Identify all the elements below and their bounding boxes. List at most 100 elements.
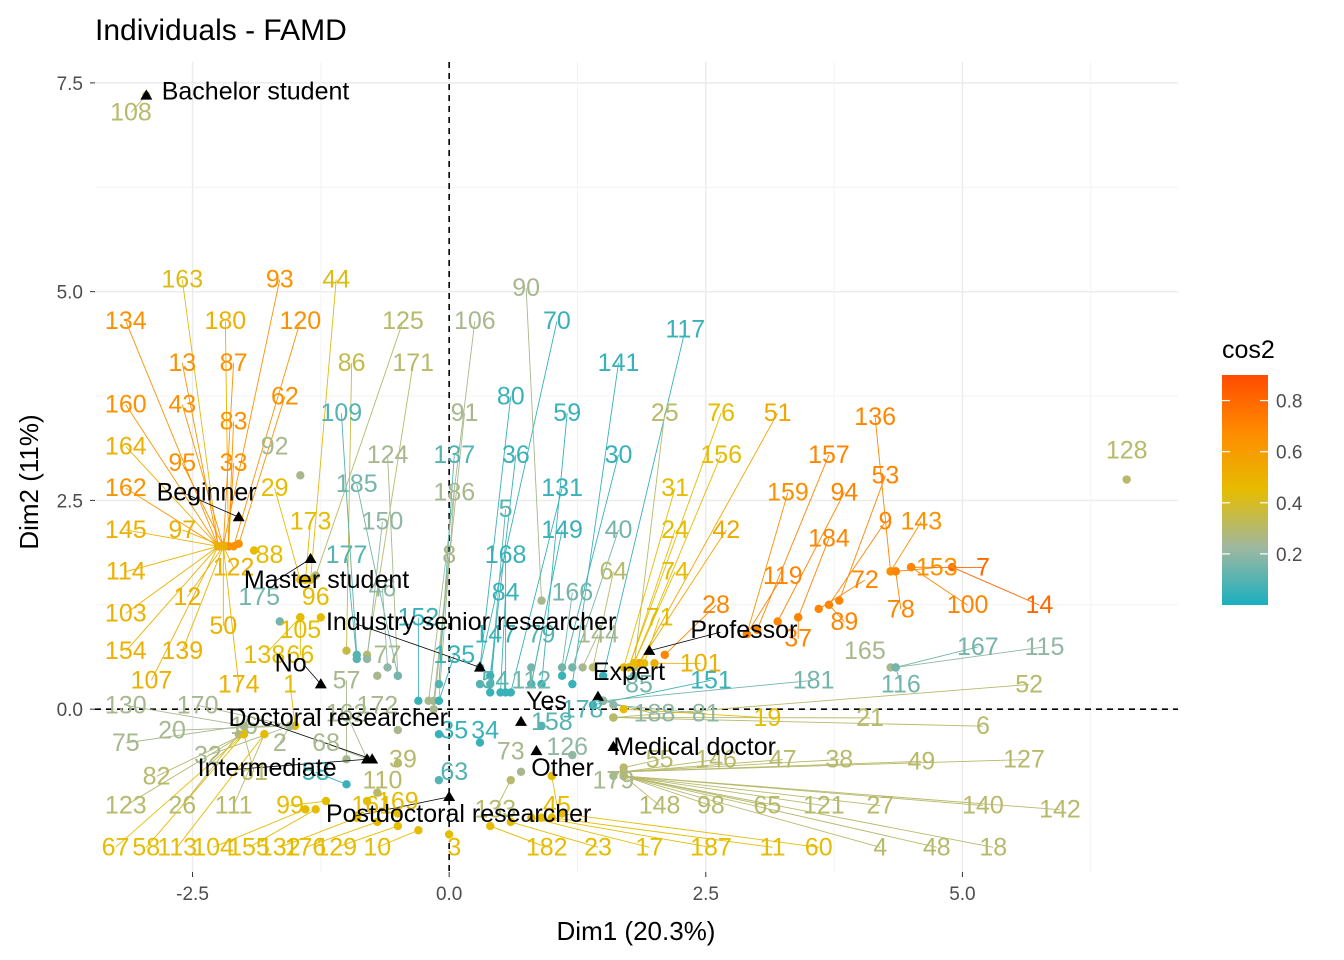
point-label-159: 159 — [767, 478, 809, 506]
segment-134 — [125, 321, 219, 547]
category-segment — [258, 719, 373, 760]
point-label-169: 169 — [377, 787, 419, 815]
segment-61 — [243, 734, 255, 773]
point-54 — [475, 679, 485, 689]
point-label-55: 55 — [646, 746, 674, 774]
point-label-70: 70 — [543, 307, 571, 335]
point-100 — [906, 563, 916, 572]
segment-142 — [623, 775, 1060, 811]
point-36 — [486, 671, 495, 680]
point-label-53: 53 — [872, 462, 900, 490]
segment-121 — [623, 775, 824, 806]
category-label: Professor — [690, 616, 797, 644]
segment-58 — [315, 771, 347, 785]
point-label-139: 139 — [161, 637, 203, 665]
point-label-107: 107 — [131, 666, 173, 694]
segment-137 — [438, 454, 455, 685]
point-label-180: 180 — [205, 307, 247, 335]
point-37 — [793, 613, 803, 622]
segment-42 — [638, 529, 727, 664]
point-89 — [824, 600, 834, 609]
point-label-59: 59 — [553, 399, 581, 427]
category-label: No — [275, 650, 307, 678]
point-39 — [393, 759, 403, 768]
point-label-50: 50 — [209, 612, 237, 640]
point-119 — [742, 629, 752, 639]
category-label: Yes — [526, 687, 567, 715]
point-label-66: 66 — [286, 641, 314, 669]
segment-94 — [777, 492, 845, 622]
point-144 — [578, 663, 587, 672]
point-63 — [434, 775, 444, 785]
segment-138 — [264, 616, 301, 656]
point-label-80: 80 — [497, 382, 525, 410]
segment-82 — [156, 733, 245, 777]
segment-132 — [279, 817, 357, 848]
category-marker — [140, 89, 153, 100]
point-label-75: 75 — [112, 729, 140, 757]
segment-186 — [438, 492, 455, 701]
point-label-39: 39 — [389, 746, 417, 774]
point-label-60: 60 — [805, 833, 833, 861]
point-40 — [568, 663, 577, 672]
segment-43 — [181, 404, 224, 547]
point-62 — [234, 539, 243, 549]
point-label-63: 63 — [440, 758, 468, 786]
label-segments — [115, 95, 1060, 848]
point-label-58: 58 — [302, 758, 330, 786]
point-label-126: 126 — [546, 733, 588, 761]
point-label-11: 11 — [760, 833, 786, 861]
category-label: Master student — [244, 566, 409, 594]
point-10 — [414, 826, 423, 835]
point-label-20: 20 — [158, 716, 186, 744]
point-label-158: 158 — [531, 708, 573, 736]
point-label-52: 52 — [1015, 670, 1043, 698]
point-label-57: 57 — [333, 666, 361, 694]
segment-107 — [151, 546, 219, 681]
category-segment — [649, 631, 721, 652]
segment-10 — [377, 829, 419, 848]
point-label-8: 8 — [442, 541, 456, 569]
segment-133 — [494, 779, 512, 810]
point-172 — [393, 725, 403, 735]
category-label: Medical doctor — [613, 733, 776, 761]
point-label-130: 130 — [105, 691, 147, 719]
point-label-156: 156 — [700, 441, 742, 469]
point-175 — [275, 617, 284, 626]
point-label-84: 84 — [492, 579, 520, 607]
point-label-162: 162 — [105, 474, 147, 502]
segment-11 — [551, 817, 773, 848]
point-label-49: 49 — [907, 747, 935, 775]
cos2-legend: cos2 0.2 0.4 0.6 0.8 — [1222, 336, 1303, 605]
point-label-153: 153 — [916, 554, 958, 582]
category-marker — [314, 678, 327, 689]
point-label-25: 25 — [651, 399, 679, 427]
point-86 — [342, 646, 351, 655]
segment-52 — [613, 684, 1030, 718]
point-label-95: 95 — [168, 449, 196, 477]
point-label-148: 148 — [639, 792, 681, 820]
point-label-152: 152 — [398, 604, 440, 632]
point-label-128: 128 — [1106, 437, 1148, 465]
segment-45 — [551, 775, 558, 806]
point-label-77: 77 — [374, 641, 402, 669]
point-label-108: 108 — [110, 98, 152, 126]
segment-153 — [895, 567, 937, 572]
segment-109 — [340, 413, 358, 655]
point-3 — [444, 830, 454, 839]
point-label-175: 175 — [238, 583, 280, 611]
point-label-40: 40 — [605, 516, 633, 544]
point-label-81: 81 — [692, 700, 720, 728]
point-label-9: 9 — [878, 508, 892, 536]
point-label-143: 143 — [901, 508, 943, 536]
segment-131 — [510, 488, 563, 693]
segment-33 — [228, 463, 235, 547]
point-label-74: 74 — [661, 558, 689, 586]
point-187 — [537, 813, 546, 822]
point-label-117: 117 — [665, 316, 705, 344]
category-marker — [607, 740, 620, 751]
point-35 — [434, 730, 444, 739]
x-tick-label: 2.5 — [693, 884, 719, 905]
segment-60 — [562, 813, 819, 848]
point-125 — [311, 571, 320, 580]
